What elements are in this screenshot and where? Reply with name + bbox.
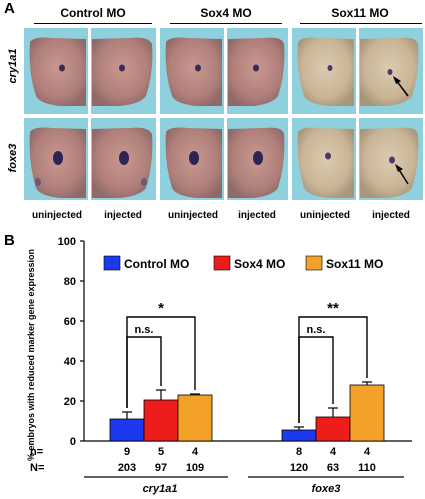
y-tick-label: 40 (64, 356, 76, 368)
n-count: 4 (330, 446, 337, 458)
N-count: 109 (186, 462, 204, 474)
significance-label: n.s. (307, 324, 326, 336)
bar-chart: % embryos with reduced marker gene expre… (26, 236, 412, 495)
y-tick-label: 20 (64, 396, 76, 408)
group-underline-sox4 (170, 23, 282, 24)
category-label: foxe3 (312, 483, 341, 495)
n-count: 8 (296, 446, 302, 458)
significance-label: ** (327, 300, 339, 317)
category-label: cry1a1 (143, 483, 178, 495)
bar (177, 394, 213, 442)
bar (281, 429, 317, 442)
N-count: 110 (358, 462, 376, 474)
n-count: 9 (124, 446, 130, 458)
n-row-label: n= (30, 446, 43, 458)
significance-bracket (298, 336, 334, 423)
N-row-label: N= (30, 462, 44, 474)
legend-label: Sox4 MO (234, 257, 285, 271)
N-count: 97 (155, 462, 167, 474)
sub-label-sox11-uninjected: uninjected (299, 210, 350, 221)
sub-label-sox11-injected: injected (372, 210, 410, 221)
N-count: 120 (290, 462, 308, 474)
legend-label: Control MO (124, 257, 189, 271)
sub-label-control-injected: injected (104, 210, 142, 221)
group-underline-control (34, 23, 152, 24)
significance-label: n.s. (135, 324, 154, 336)
group-title-sox4: Sox4 MO (200, 6, 252, 20)
row-gap (24, 114, 423, 118)
panel-a-letter: A (4, 0, 15, 17)
legend-label: Sox11 MO (326, 257, 383, 271)
panel-b-letter: B (4, 232, 15, 249)
y-tick-label: 100 (58, 236, 76, 248)
y-tick-label: 0 (70, 436, 76, 448)
sub-label-sox4-injected: injected (238, 210, 276, 221)
significance-bracket (126, 336, 162, 408)
bar (109, 418, 145, 442)
legend-swatch (305, 255, 323, 271)
bar (349, 384, 385, 442)
y-axis-label: % embryos with reduced marker gene expre… (26, 249, 36, 461)
y-tick-label: 60 (64, 316, 76, 328)
bar (143, 399, 179, 442)
n-count: 4 (192, 446, 199, 458)
legend-swatch (103, 255, 121, 271)
significance-bracket (298, 316, 368, 423)
n-count: 5 (158, 446, 164, 458)
group-title-sox11: Sox11 MO (331, 6, 389, 20)
N-count: 203 (118, 462, 136, 474)
sub-label-sox4-uninjected: uninjected (167, 210, 218, 221)
sub-label-control-uninjected: uninjected (31, 210, 82, 221)
significance-label: * (158, 300, 164, 317)
embryo-image-grid (24, 28, 423, 200)
N-count: 63 (327, 462, 339, 474)
group-underline-sox11 (300, 23, 422, 24)
n-count: 4 (364, 446, 371, 458)
group-title-control: Control MO (60, 6, 126, 20)
significance-bracket (126, 316, 196, 408)
y-tick-label: 80 (64, 276, 76, 288)
bar (315, 416, 351, 442)
legend-swatch (213, 255, 231, 271)
